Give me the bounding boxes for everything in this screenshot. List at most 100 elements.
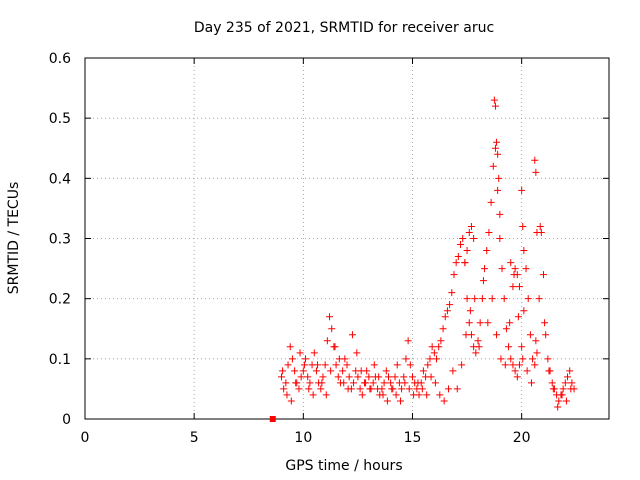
y-tick-label: 0.6 [49, 51, 71, 67]
data-point [436, 391, 444, 399]
data-point [532, 337, 540, 345]
data-point [393, 361, 401, 369]
data-point [391, 373, 399, 381]
data-point [519, 355, 527, 363]
data-point [475, 343, 483, 351]
data-point [400, 373, 408, 381]
data-point [524, 295, 532, 303]
data-point [288, 355, 296, 363]
data-point [283, 391, 291, 399]
data-point [278, 373, 285, 381]
data-point [305, 385, 313, 393]
data-point [344, 385, 352, 393]
data-point [513, 373, 521, 381]
data-point [511, 265, 519, 273]
data-point [297, 373, 305, 381]
data-point [419, 367, 427, 375]
data-point [379, 391, 387, 399]
data-point [343, 361, 351, 369]
data-point [545, 367, 553, 375]
data-point [535, 295, 543, 303]
data-point [533, 228, 541, 236]
data-point [328, 325, 336, 333]
data-point [509, 283, 517, 291]
data-point [321, 361, 329, 369]
data-point [490, 96, 498, 104]
data-point [426, 355, 434, 363]
data-point [531, 156, 539, 164]
data-point [428, 343, 436, 351]
x-axis-label: GPS time / hours [285, 458, 402, 474]
data-point [362, 379, 370, 387]
data-point [445, 385, 453, 393]
data-point [314, 361, 322, 369]
data-point [555, 397, 563, 405]
data-point [299, 367, 307, 375]
data-point [476, 319, 484, 327]
data-point [332, 361, 340, 369]
x-tick-label: 5 [190, 430, 199, 446]
y-tick-label: 0.1 [49, 352, 71, 368]
data-point [440, 397, 448, 405]
y-tick-label: 0 [62, 412, 71, 428]
data-point [466, 307, 474, 315]
data-point [520, 247, 528, 255]
data-point [353, 349, 361, 357]
data-point [548, 379, 556, 387]
data-point [279, 367, 287, 375]
data-point [322, 391, 330, 399]
data-point [549, 385, 557, 393]
data-point [467, 222, 475, 230]
data-point [354, 373, 362, 381]
data-point [406, 361, 414, 369]
data-point [509, 361, 517, 369]
data-point [387, 379, 395, 387]
y-tick-label: 0.2 [49, 292, 71, 308]
data-point [418, 385, 426, 393]
data-point [280, 385, 288, 393]
y-tick-label: 0.3 [49, 232, 71, 248]
data-point [453, 385, 461, 393]
data-point [331, 343, 339, 351]
data-point [452, 259, 460, 267]
data-point [309, 391, 317, 399]
data-point [433, 355, 441, 363]
data-point [541, 319, 549, 327]
data-point [478, 295, 486, 303]
data-point [430, 349, 438, 357]
x-tick-label: 20 [513, 430, 531, 446]
data-point [382, 367, 390, 375]
data-point [558, 391, 566, 399]
data-point [470, 235, 478, 242]
data-point [446, 301, 454, 309]
data-point [366, 385, 374, 393]
data-point [465, 228, 473, 236]
data-point [567, 385, 575, 393]
points-layer [269, 96, 578, 422]
data-point [514, 313, 522, 321]
data-point [357, 367, 365, 375]
data-point [404, 337, 412, 345]
data-point [458, 361, 466, 369]
data-point [481, 265, 489, 273]
data-point [378, 385, 386, 393]
data-point [518, 343, 526, 351]
data-point [365, 373, 373, 381]
data-point [496, 235, 504, 242]
data-point [431, 379, 439, 387]
data-point [282, 379, 290, 387]
data-point [450, 271, 458, 279]
data-point [358, 391, 366, 399]
data-point [339, 367, 347, 375]
x-tick-label: 15 [404, 430, 422, 446]
data-point [471, 295, 479, 303]
data-point [380, 379, 388, 387]
data-point [515, 361, 523, 369]
data-point [300, 361, 308, 369]
data-point [340, 379, 348, 387]
data-point [287, 397, 295, 405]
data-point [286, 343, 294, 351]
data-point [435, 343, 443, 351]
data-point [427, 373, 435, 381]
